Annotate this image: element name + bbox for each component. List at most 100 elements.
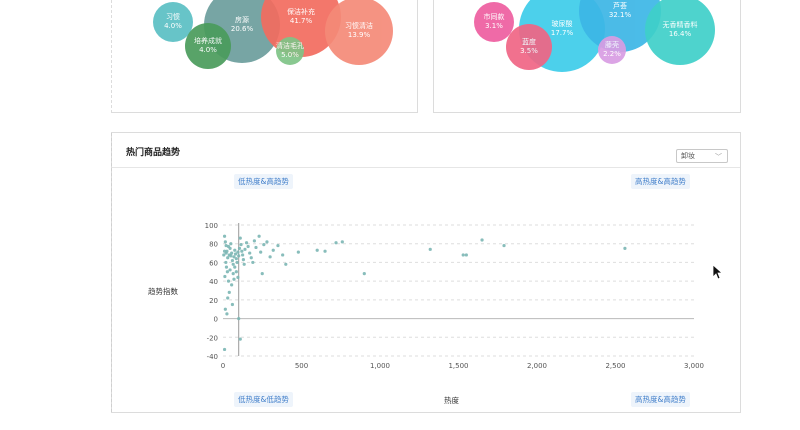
scatter-point [233,252,238,256]
right-bubble-value: 32.1% [608,11,632,19]
scatter-point [222,234,227,238]
right-bubble-label: 芦荟 [613,2,627,11]
scatter-point [271,248,275,252]
right-bubble-label: 市同款 [483,13,505,22]
scatter-point [226,256,230,260]
scatter-point [241,253,245,257]
scatter-point [228,268,232,272]
right-bubble-value: 17.7% [550,29,574,37]
category-select[interactable]: 卸妆 ﹀ [676,149,728,163]
scatter-point [237,254,241,258]
y-tick-label: 60 [209,259,218,267]
scatter-point [238,236,242,240]
right-bubble-value: 2.2% [603,50,621,58]
scatter-point [227,290,231,294]
scatter-point [315,248,319,252]
scatter-point [222,249,227,253]
hot-product-trend-card: 热门商品趋势 卸妆 ﹀ 低热度&高趋势 高热度&高趋势 低热度&低趋势 高热度&… [111,132,741,413]
quadrant-tag-bottom-left: 低热度&低趋势 [234,392,293,407]
right-bubble-label: 藤壳 [605,41,619,50]
right-bubble[interactable]: 市同款 3.1% [474,2,514,42]
y-tick-label: -40 [207,353,218,361]
scatter-point [236,250,240,254]
scatter-point [231,272,235,276]
y-tick-label: -20 [207,334,218,342]
scatter-point [362,272,366,276]
y-tick-label: 20 [209,297,218,305]
x-tick-label: 2,000 [527,362,547,370]
scatter-point [623,246,627,250]
scatter-point [268,255,272,259]
scatter-point [224,265,229,269]
card-header: 热门商品趋势 卸妆 ﹀ [112,133,740,168]
scatter-point [461,253,465,257]
y-axis-label: 趋势指数 [148,287,178,296]
scatter-point [230,258,235,263]
scatter-point [260,272,264,276]
scatter-point [225,312,229,316]
scatter-point [232,255,236,259]
scatter-point [230,283,234,287]
scatter-point [230,302,235,307]
scatter-point [254,245,258,250]
scatter-point [238,337,242,341]
left-bubble-value: 4.0% [164,22,182,30]
scatter-point [226,279,231,283]
scatter-point [281,253,285,257]
y-tick-label: 80 [209,241,218,249]
left-bubble-value: 20.6% [230,25,254,33]
right-bubble[interactable]: 蓝度 3.5% [506,24,552,70]
scatter-point [257,234,261,238]
scatter-point [222,253,226,257]
scatter-point [244,241,249,245]
left-bubble[interactable]: 习惯清洁 13.9% [325,0,393,65]
scatter-point [249,256,253,260]
left-bubble-label: 培养成就 [194,37,222,46]
left-bubble[interactable]: 清洁毛孔 5.0% [276,37,304,65]
right-bubble-value: 3.1% [485,22,503,30]
scatter-point [239,243,243,247]
right-bubble-label: 玻尿酸 [551,20,573,29]
left-bubble-value: 13.9% [347,31,371,39]
scatter-point [236,275,240,279]
scatter-point [234,257,238,261]
scatter-point [229,242,233,246]
scatter-point [230,251,234,255]
scatter-point [225,270,229,274]
scatter-point [237,316,241,321]
scatter-point [241,258,246,262]
y-tick-label: 0 [214,316,218,324]
scatter-point [480,238,484,242]
right-bubble-label: 无香精香料 [662,21,698,30]
scatter-point [223,307,227,311]
right-bubble-value: 16.4% [668,30,692,38]
scatter-point [259,250,263,254]
scatter-point [323,249,327,253]
scatter-point [222,347,227,352]
quadrant-tag-top-right: 高热度&高趋势 [631,174,690,189]
left-bubble[interactable]: 习惯 4.0% [153,2,193,42]
scatter-point [231,262,235,266]
scatter-point [502,243,506,248]
right-bubble[interactable]: 藤壳 2.2% [598,36,626,64]
scatter-point [235,260,239,265]
scatter-point [237,246,242,250]
scatter-point [233,248,237,252]
left-bubble-label: 习惯 [166,13,180,22]
quadrant-tag-bottom-right: 高热度&高趋势 [631,392,690,407]
right-bubble[interactable]: 无香精香料 16.4% [645,0,715,65]
y-tick-label: 40 [209,278,218,286]
scatter-point [232,277,236,281]
scatter-point [233,265,237,269]
quadrant-tag-top-left: 低热度&高趋势 [234,174,293,189]
scatter-point [340,240,344,244]
scatter-point [242,262,246,266]
left-bubble[interactable]: 培养成就 4.0% [185,23,231,69]
scatter-point [262,243,266,247]
scatter-point [226,244,231,249]
left-bubble-value: 41.7% [289,17,313,25]
scatter-point [252,239,256,243]
scatter-point [276,243,280,248]
